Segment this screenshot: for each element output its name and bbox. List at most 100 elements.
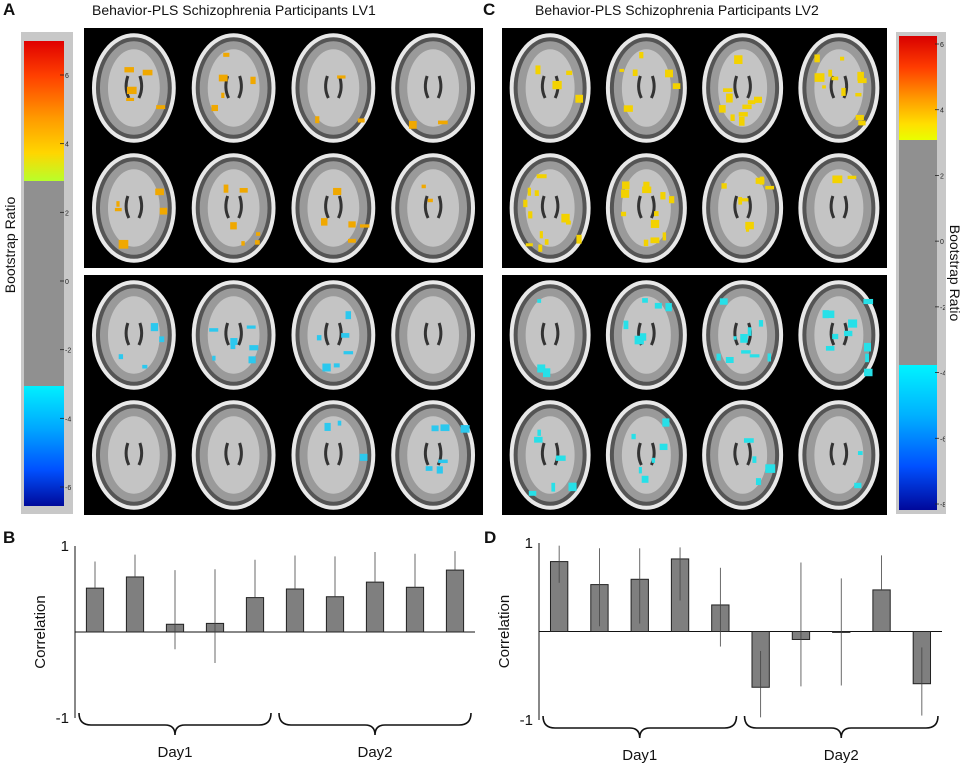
activation-blob bbox=[436, 466, 443, 474]
activation-blob bbox=[357, 118, 365, 123]
group-label: Day1 bbox=[622, 747, 657, 764]
ventricles bbox=[224, 322, 243, 346]
bar bbox=[405, 586, 425, 633]
white-matter bbox=[525, 416, 575, 494]
colorbar-right-bottom bbox=[899, 365, 937, 510]
activation-blob bbox=[126, 97, 135, 102]
activation-blob bbox=[643, 239, 649, 247]
activation-blob bbox=[460, 425, 470, 433]
activation-blob bbox=[534, 436, 543, 443]
activation-blob bbox=[230, 222, 237, 230]
activation-blob bbox=[623, 320, 629, 330]
activation-blob bbox=[421, 184, 426, 189]
white-matter bbox=[621, 49, 671, 127]
activation-blob bbox=[719, 298, 728, 305]
panel-letter-d: D bbox=[484, 528, 497, 547]
activation-blob bbox=[668, 196, 675, 204]
white-matter bbox=[525, 49, 575, 127]
bar bbox=[245, 597, 265, 633]
activation-blob bbox=[634, 335, 644, 345]
brain-slice bbox=[605, 33, 687, 143]
activation-blob bbox=[621, 189, 630, 198]
colorbar-left-gray bbox=[24, 181, 64, 386]
activation-blob bbox=[621, 211, 627, 217]
colorbar-right-ticks: 6 4 2 0 -2 -4 -6 -8 bbox=[935, 42, 945, 509]
activation-blob bbox=[814, 73, 825, 82]
brain-slice bbox=[391, 280, 476, 390]
brain-slice bbox=[191, 280, 276, 390]
brain-slice bbox=[509, 153, 591, 263]
activation-blob bbox=[716, 353, 721, 361]
ventricles bbox=[124, 322, 144, 346]
brain-slice bbox=[702, 400, 784, 510]
activation-blob bbox=[124, 67, 134, 73]
white-matter bbox=[718, 49, 768, 127]
activation-blob bbox=[642, 298, 648, 303]
brain-slice bbox=[391, 33, 476, 143]
activation-blob bbox=[561, 213, 570, 223]
activation-blob bbox=[639, 52, 644, 59]
activation-blob bbox=[159, 207, 168, 215]
activation-blob bbox=[734, 55, 743, 64]
brain-map-a-positive bbox=[84, 28, 483, 268]
white-matter bbox=[814, 416, 864, 494]
colorbar-left-tick-label: 6 bbox=[65, 73, 69, 80]
activation-blob bbox=[241, 241, 245, 246]
activation-blob bbox=[660, 192, 666, 200]
ventricles bbox=[224, 195, 243, 219]
ventricles bbox=[540, 442, 560, 466]
activation-blob bbox=[568, 482, 577, 492]
activation-blob bbox=[126, 86, 137, 95]
activation-blob bbox=[665, 69, 674, 78]
brain-slice bbox=[605, 280, 687, 390]
brain-slice bbox=[509, 33, 591, 143]
activation-blob bbox=[255, 240, 260, 245]
group-brace bbox=[743, 715, 939, 739]
bar bbox=[85, 587, 105, 633]
activation-blob bbox=[155, 188, 164, 196]
activation-blob bbox=[654, 302, 662, 309]
ventricles bbox=[124, 442, 144, 466]
activation-blob bbox=[535, 65, 541, 75]
activation-blob bbox=[726, 93, 733, 103]
panel-letter-b: B bbox=[3, 528, 16, 547]
activation-blob bbox=[534, 190, 539, 196]
brain-slice bbox=[605, 153, 687, 263]
activation-blob bbox=[537, 429, 541, 436]
activation-blob bbox=[725, 356, 734, 364]
activation-blob bbox=[643, 181, 650, 189]
activation-blob bbox=[250, 76, 256, 85]
brain-slice bbox=[291, 153, 376, 263]
activation-blob bbox=[733, 336, 737, 340]
colorbar-right-gray bbox=[899, 140, 937, 365]
activation-blob bbox=[740, 198, 749, 202]
group-label: Day2 bbox=[824, 747, 859, 764]
activation-blob bbox=[345, 311, 352, 320]
brain-slice bbox=[702, 153, 784, 263]
activation-blob bbox=[844, 330, 853, 337]
white-matter bbox=[525, 296, 575, 374]
colorbar-left-top bbox=[24, 41, 64, 181]
activation-blob bbox=[825, 345, 835, 351]
white-matter bbox=[718, 169, 768, 247]
colorbar-left-ticks: 6 4 2 0 -2 -4 -6 bbox=[60, 73, 71, 492]
activation-blob bbox=[765, 185, 775, 190]
white-matter bbox=[407, 49, 460, 127]
panel-a-title: Behavior-PLS Schizophrenia Participants … bbox=[92, 2, 376, 18]
colorbar-right-tick-label: -4 bbox=[940, 371, 945, 378]
brain-slice bbox=[291, 33, 376, 143]
white-matter bbox=[107, 416, 160, 494]
brain-slice bbox=[391, 153, 476, 263]
activation-blob bbox=[256, 232, 261, 236]
ventricles bbox=[733, 195, 752, 219]
chart-b: 1 -1 Correlation Day1 Day2 bbox=[32, 538, 475, 761]
white-matter bbox=[525, 169, 575, 247]
colorbar-left-label: Bootstrap Ratio bbox=[2, 196, 18, 294]
activation-blob bbox=[672, 83, 681, 90]
brain-slice bbox=[391, 400, 476, 510]
activation-blob bbox=[718, 105, 726, 113]
white-matter bbox=[621, 296, 671, 374]
ventricles bbox=[637, 75, 656, 99]
activation-blob bbox=[223, 184, 229, 193]
activation-blob bbox=[814, 54, 820, 63]
